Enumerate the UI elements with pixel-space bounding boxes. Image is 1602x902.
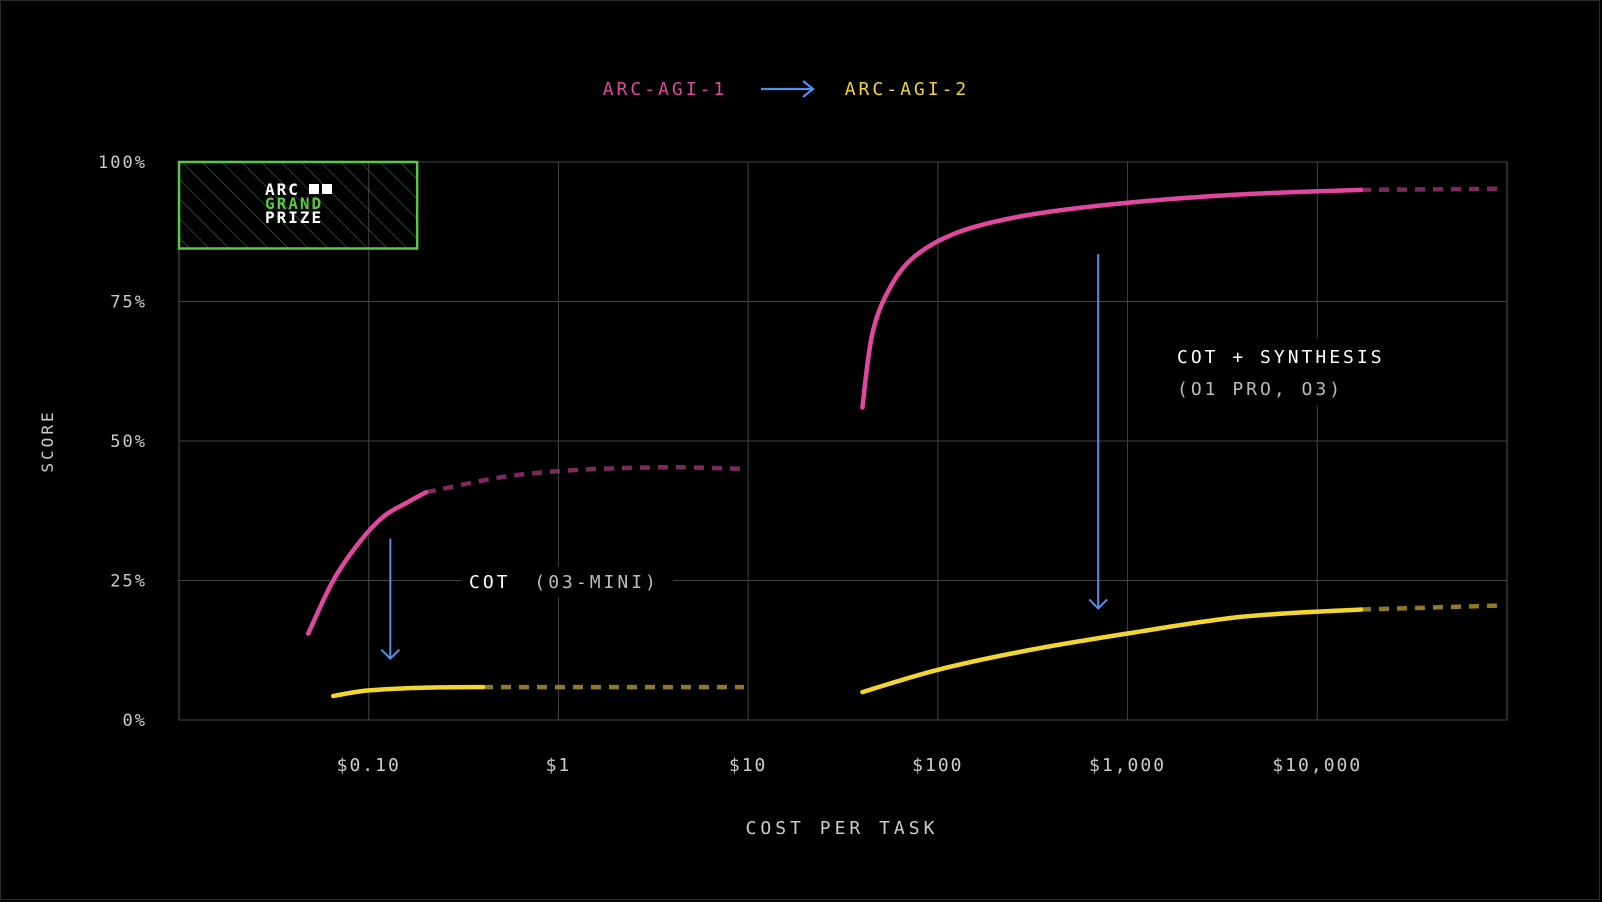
legend: ARC-AGI-1 ARC-AGI-2: [603, 79, 970, 100]
x-tick-label: $0.10: [337, 755, 401, 776]
x-tick-label: $1,000: [1089, 755, 1166, 776]
svg-text:COT (03-MINI): COT (03-MINI): [469, 572, 659, 593]
legend-arrow-icon: [761, 80, 815, 98]
grand-prize-line-1: ARC: [265, 180, 300, 199]
grand-prize-zone: ARC GRAND PRIZE: [177, 160, 419, 250]
x-tick-label: $100: [912, 755, 963, 776]
grid: [178, 161, 1508, 721]
y-tick-label: 25%: [110, 572, 147, 592]
y-tick-label: 0%: [123, 711, 147, 731]
series-dashed-arc-agi-1: [425, 464, 744, 495]
x-tick-label: $10,000: [1272, 755, 1362, 776]
annotation-cot: COT (03-MINI): [461, 567, 673, 597]
drop-arrows: [380, 254, 1108, 661]
y-axis-title: SCORE: [38, 409, 57, 472]
x-tick-label: $1: [546, 755, 572, 776]
y-tick-label: 50%: [110, 432, 147, 452]
annotation-synthesis-title: COT + SYNTHESIS: [1177, 347, 1385, 368]
logo-square: [309, 184, 319, 194]
series-line-arc-agi-1: [860, 187, 1364, 410]
series-line-arc-agi-1: [305, 490, 429, 636]
logo-square: [322, 184, 332, 194]
tick-labels: $0.10 $1 $10 $100 $1,000 $10,000 0% 25% 50% 75% 10…: [98, 153, 1362, 776]
series-layer: [305, 186, 1499, 699]
grand-prize-line-2: GRAND: [265, 194, 323, 213]
y-tick-label: 100%: [98, 153, 147, 173]
legend-from-label: ARC-AGI-1: [603, 79, 728, 100]
drop-arrow-head-icon: [380, 648, 401, 661]
x-axis-title: COST PER TASK: [746, 818, 939, 839]
x-tick-label: $10: [729, 755, 768, 776]
annotation-synthesis: COT + SYNTHESIS (O1 PRO, O3): [1169, 339, 1401, 405]
grand-prize-logo-squares-icon: [309, 184, 332, 194]
series-dashed-arc-agi-1: [1360, 186, 1499, 193]
grand-prize-line-3: PRIZE: [265, 208, 323, 227]
grand-prize-box: [177, 160, 419, 250]
annotation-cot-title: COT: [469, 572, 511, 593]
y-tick-label: 75%: [110, 293, 147, 313]
series-line-arc-agi-2: [860, 607, 1364, 695]
legend-to-label: ARC-AGI-2: [845, 79, 970, 100]
annotation-synthesis-subtitle: (O1 PRO, O3): [1177, 379, 1343, 400]
annotation-cot-subtitle: (03-MINI): [534, 572, 659, 593]
series-line-arc-agi-2: [330, 684, 486, 699]
drop-arrow-head-icon: [1088, 598, 1108, 610]
series-dashed-arc-agi-2: [1360, 603, 1499, 612]
